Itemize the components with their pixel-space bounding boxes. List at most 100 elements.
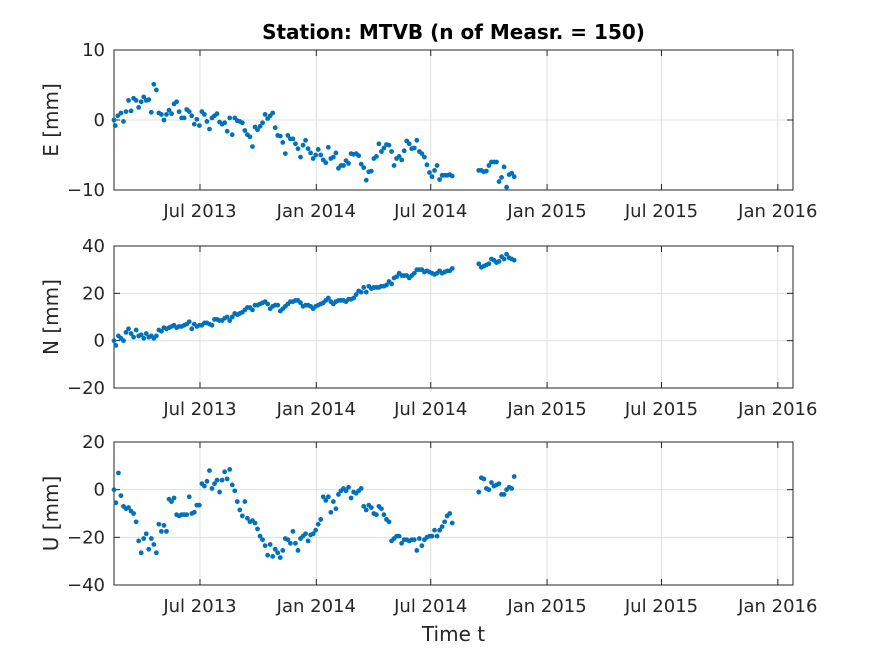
data-point	[275, 550, 281, 556]
y-axis-label: U [mm]	[39, 476, 63, 552]
data-point	[112, 123, 118, 128]
data-point	[439, 524, 445, 530]
x-tick-label: Jul 2014	[393, 201, 467, 222]
data-point	[308, 150, 314, 156]
data-point	[113, 500, 119, 506]
data-point	[272, 546, 278, 552]
data-point	[379, 506, 384, 512]
data-point	[504, 251, 510, 257]
y-tick-label: 40	[82, 236, 105, 257]
data-point	[401, 148, 407, 154]
data-point	[277, 133, 283, 139]
data-point	[212, 481, 217, 487]
data-point	[343, 488, 349, 494]
x-tick-label: Jul 2013	[162, 201, 236, 222]
data-point	[389, 281, 394, 287]
data-point	[346, 161, 351, 166]
data-point	[138, 550, 144, 556]
data-point	[432, 168, 437, 173]
data-point	[138, 99, 144, 105]
data-point	[368, 505, 374, 510]
data-point	[285, 537, 291, 543]
y-tick-label: −20	[67, 378, 105, 399]
data-point	[227, 318, 233, 323]
data-point	[194, 116, 200, 122]
data-point	[260, 120, 265, 126]
data-point	[224, 476, 230, 482]
data-point	[247, 134, 253, 140]
x-tick-label: Jan 2016	[737, 399, 817, 420]
data-point	[151, 81, 157, 87]
data-point	[323, 497, 329, 503]
data-point	[313, 527, 319, 533]
data-point	[353, 292, 359, 297]
data-point	[358, 161, 364, 167]
data-point	[386, 142, 392, 148]
data-point	[267, 542, 273, 547]
data-point	[204, 119, 210, 124]
data-point	[499, 175, 504, 180]
data-point	[330, 499, 336, 504]
data-point	[141, 335, 147, 341]
data-point	[486, 261, 492, 267]
data-point	[290, 136, 296, 142]
x-tick-label: Jul 2015	[624, 399, 698, 420]
data-point	[229, 132, 235, 138]
data-point	[399, 540, 405, 546]
axes-box	[113, 441, 794, 586]
data-point	[419, 543, 425, 549]
y-tick-label: −20	[67, 527, 105, 548]
data-point	[159, 528, 164, 534]
data-point	[224, 128, 230, 134]
data-point	[209, 486, 215, 491]
data-point	[285, 133, 291, 138]
data-point	[242, 499, 248, 504]
data-point	[232, 488, 238, 494]
data-point	[207, 126, 212, 132]
data-point	[406, 141, 412, 147]
x-tick-label: Jan 2016	[737, 596, 817, 617]
data-point	[121, 119, 126, 124]
data-point	[449, 173, 455, 179]
data-point	[229, 482, 235, 488]
data-point	[361, 503, 367, 509]
data-point	[217, 489, 222, 495]
data-point	[148, 536, 154, 541]
data-point	[176, 109, 182, 114]
x-tick-label: Jan 2016	[737, 201, 817, 222]
data-point	[202, 112, 207, 117]
data-point	[207, 468, 212, 473]
y-tick-label: −10	[67, 180, 105, 201]
data-point	[432, 527, 437, 533]
data-point	[411, 270, 417, 276]
data-series	[111, 81, 517, 190]
data-point	[330, 154, 336, 160]
data-point	[494, 159, 499, 165]
data-point	[427, 170, 432, 175]
data-point	[511, 257, 517, 263]
data-point	[244, 515, 250, 521]
data-point	[239, 513, 245, 519]
data-point	[363, 507, 369, 513]
data-point	[293, 540, 298, 546]
data-point	[509, 170, 515, 176]
data-point	[373, 512, 379, 518]
data-point	[310, 156, 316, 161]
y-tick-label: 10	[82, 40, 105, 61]
data-point	[414, 137, 420, 143]
data-point	[184, 512, 190, 518]
data-point	[270, 110, 276, 116]
data-point	[389, 149, 394, 154]
data-point	[447, 511, 453, 516]
data-point	[186, 319, 192, 325]
data-point	[141, 94, 147, 100]
data-point	[414, 548, 420, 553]
x-tick-label: Jan 2014	[276, 399, 356, 420]
data-point	[419, 151, 425, 157]
data-point	[121, 338, 126, 344]
data-point	[260, 537, 265, 543]
data-point	[396, 533, 402, 539]
data-point	[111, 117, 117, 123]
data-point	[123, 109, 129, 114]
x-tick-label: Jul 2014	[393, 596, 467, 617]
